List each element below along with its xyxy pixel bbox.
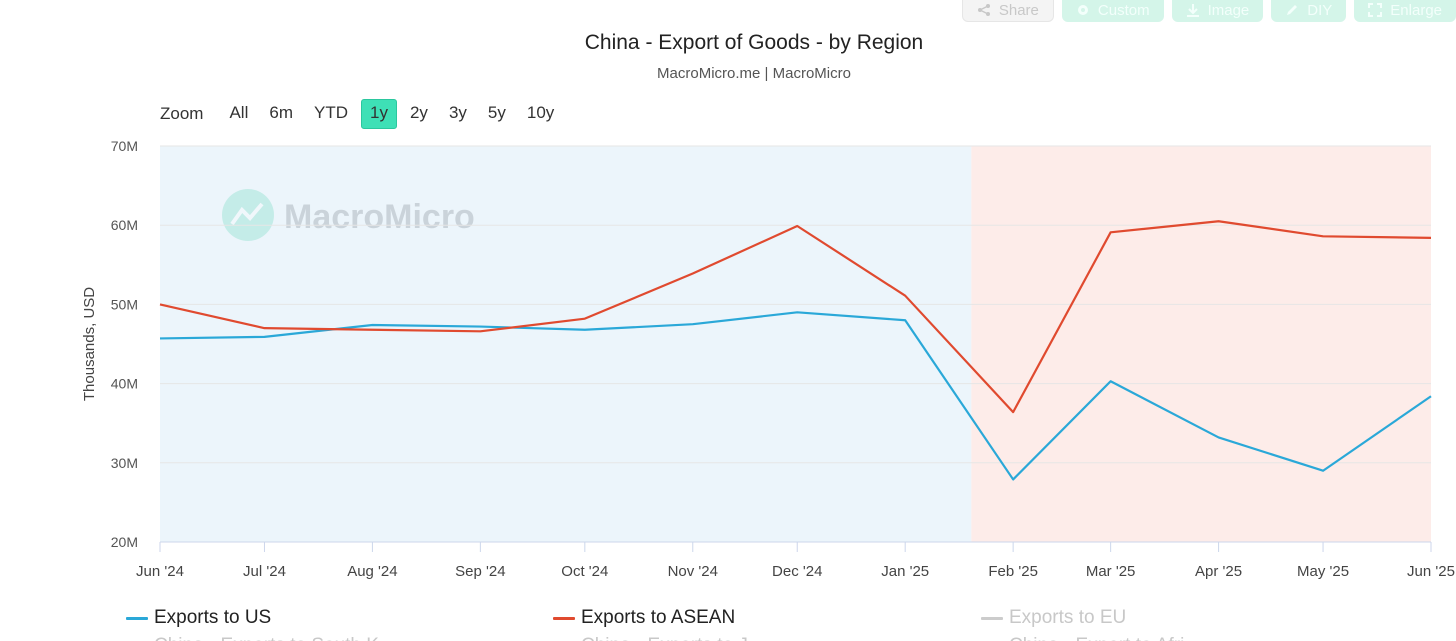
watermark-text: MacroMicro bbox=[284, 198, 475, 236]
legend-label: China - Export to Afri bbox=[1009, 635, 1184, 641]
zoom-option-ytd[interactable]: YTD bbox=[314, 103, 348, 122]
legend-label: Exports to EU bbox=[1009, 607, 1127, 628]
legend-swatch bbox=[553, 616, 575, 620]
toolbar-button-label: DIY bbox=[1307, 1, 1333, 19]
x-tick-label: Apr '25 bbox=[1195, 563, 1242, 580]
zoom-option-3y[interactable]: 3y bbox=[448, 103, 467, 122]
series-line-exports-to-us bbox=[159, 311, 1432, 481]
download-icon bbox=[1186, 4, 1199, 17]
legend-item-partial[interactable]: China - Export to Afri bbox=[1009, 634, 1184, 641]
plot-band-1 bbox=[971, 146, 1431, 542]
zoom-option-5y[interactable]: 5y bbox=[487, 103, 506, 122]
x-tick-label: Jan '25 bbox=[881, 563, 929, 580]
x-tick-label: Mar '25 bbox=[1086, 563, 1136, 580]
series-line-exports-to-asean bbox=[159, 220, 1432, 414]
zoom-option-6m[interactable]: 6m bbox=[269, 103, 293, 122]
legend-swatch bbox=[126, 616, 148, 620]
legend-label: China - Exports to J bbox=[581, 635, 748, 641]
toolbar-button-label: Custom bbox=[1097, 1, 1150, 19]
legend-label: Exports to US bbox=[154, 607, 272, 628]
y-tick-label: 30M bbox=[111, 455, 138, 471]
legend-item-partial[interactable]: China - Exports to J bbox=[581, 634, 748, 641]
zoom-label: Zoom bbox=[160, 104, 204, 123]
zoom-option-2y[interactable]: 2y bbox=[409, 103, 428, 122]
toolbar-button-label: Enlarge bbox=[1390, 1, 1442, 19]
zoom-range-selector: Zoom All 6m YTD 1y 2y 3y 5y 10y bbox=[160, 99, 567, 129]
share-icon bbox=[977, 4, 990, 16]
expand-icon bbox=[1368, 3, 1383, 17]
zoom-option-all[interactable]: All bbox=[229, 103, 249, 122]
y-tick-label: 20M bbox=[111, 534, 138, 550]
x-tick-label: Oct '24 bbox=[561, 563, 608, 580]
custom-button[interactable]: Custom bbox=[1061, 0, 1164, 22]
legend-label: Exports to ASEAN bbox=[581, 607, 736, 628]
watermark bbox=[222, 189, 274, 241]
chart-toolbar: Share Custom Image DIY Enlarge bbox=[961, 0, 1456, 22]
x-tick-label: Aug '24 bbox=[347, 563, 397, 580]
legend-item-exports-to-eu[interactable]: Exports to EU bbox=[981, 606, 1126, 630]
toolbar-button-label: Share bbox=[998, 1, 1039, 19]
x-tick-label: Jun '24 bbox=[136, 563, 184, 580]
zoom-option-1y[interactable]: 1y bbox=[361, 99, 397, 129]
pencil-icon bbox=[1287, 5, 1298, 15]
x-tick-label: Feb '25 bbox=[988, 563, 1038, 580]
zoom-option-10y[interactable]: 10y bbox=[526, 103, 555, 122]
legend-swatch bbox=[981, 616, 1003, 620]
watermark-logo-icon bbox=[222, 189, 274, 241]
x-tick-label: Sep '24 bbox=[455, 563, 505, 580]
legend-item-exports-to-asean[interactable]: Exports to ASEAN bbox=[553, 606, 735, 630]
enlarge-button[interactable]: Enlarge bbox=[1354, 0, 1456, 22]
y-tick-label: 60M bbox=[111, 217, 138, 233]
legend-item-partial[interactable]: China - Exports to South K bbox=[154, 634, 379, 641]
x-tick-label: Nov '24 bbox=[668, 563, 718, 580]
chart-title: China - Export of Goods - by Region bbox=[584, 31, 924, 54]
gear-icon bbox=[1077, 5, 1088, 15]
x-tick-label: Jul '24 bbox=[243, 563, 286, 580]
y-axis-title: Thousands, USD bbox=[81, 287, 98, 401]
y-tick-label: 40M bbox=[111, 376, 138, 392]
x-tick-label: Dec '24 bbox=[772, 563, 822, 580]
diy-button[interactable]: DIY bbox=[1271, 0, 1347, 22]
y-tick-label: 50M bbox=[111, 296, 138, 312]
chart-subtitle: MacroMicro.me | MacroMicro bbox=[657, 65, 851, 82]
toolbar-button-label: Image bbox=[1207, 1, 1250, 19]
legend-item-exports-to-us[interactable]: Exports to US bbox=[126, 606, 271, 630]
line-chart: MacroMicro 20M 30M 40M 50M 60M 70M Jun '24 Jul '… bbox=[81, 138, 1455, 580]
plot-band-0 bbox=[160, 146, 972, 542]
chart-legend: Exports to US Exports to ASEAN Exports to … bbox=[0, 600, 1456, 641]
share-button[interactable]: Share bbox=[961, 0, 1054, 22]
y-tick-label: 70M bbox=[111, 138, 138, 154]
x-tick-label: Jun '25 bbox=[1407, 563, 1455, 580]
x-tick-label: May '25 bbox=[1297, 563, 1349, 580]
legend-label: China - Exports to South K bbox=[154, 635, 379, 641]
image-button[interactable]: Image bbox=[1171, 0, 1264, 22]
